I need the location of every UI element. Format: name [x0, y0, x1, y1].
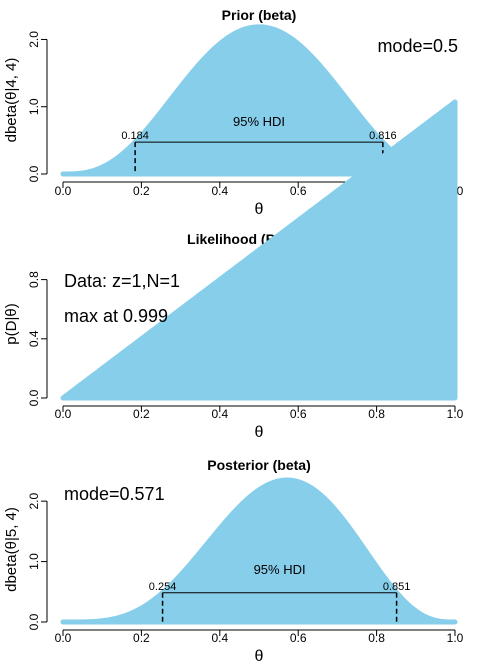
x-axis-label: θ — [255, 201, 264, 218]
x-tick-label: 1.0 — [447, 631, 464, 645]
y-tick-label: 0.4 — [27, 330, 41, 347]
x-tick-label: 0.8 — [368, 407, 385, 421]
posterior-panel: Posterior (beta) 95% HDI 0.254 0.851 mode=0.… — [3, 457, 464, 665]
hdi-low-value: 0.254 — [149, 581, 177, 593]
panel-annotation: Data: z=1,N=1 — [64, 271, 180, 291]
x-axis: 0.0 0.2 0.4 0.6 0.8 1.0 θ — [55, 406, 464, 441]
x-tick-label: 0.6 — [290, 631, 307, 645]
y-tick-label: 1.0 — [27, 553, 41, 570]
y-axis: 0.0 1.0 2.0 dbeta(θ|4, 4) — [3, 31, 47, 183]
x-tick-label: 0.2 — [133, 407, 150, 421]
x-tick-label: 1.0 — [447, 407, 464, 421]
y-tick-label: 2.0 — [27, 31, 41, 48]
y-tick-label: 0.0 — [27, 165, 41, 182]
y-tick-label: 2.0 — [27, 493, 41, 510]
hdi-high-value: 0.816 — [369, 130, 397, 142]
x-tick-label: 0.4 — [211, 407, 228, 421]
x-tick-label: 0.0 — [55, 407, 72, 421]
x-axis: 0.0 0.2 0.4 0.6 0.8 1.0 θ — [55, 630, 464, 665]
x-axis-label: θ — [255, 424, 264, 441]
hdi-high-value: 0.851 — [383, 581, 411, 593]
x-tick-label: 0.2 — [133, 631, 150, 645]
y-axis: 0.0 1.0 2.0 dbeta(θ|5, 4) — [3, 493, 47, 631]
hdi-low-value: 0.184 — [121, 130, 149, 142]
panel-annotation: mode=0.571 — [64, 484, 165, 504]
x-axis-label: θ — [255, 648, 264, 665]
x-tick-label: 0.0 — [55, 631, 72, 645]
x-tick-label: 0.6 — [290, 184, 307, 198]
x-tick-label: 0.0 — [55, 184, 72, 198]
y-tick-label: 0.8 — [27, 271, 41, 288]
x-tick-label: 0.2 — [133, 184, 150, 198]
hdi-label: 95% HDI — [233, 114, 285, 129]
y-axis-label: dbeta(θ|5, 4) — [3, 507, 20, 592]
y-axis-label: dbeta(θ|4, 4) — [3, 58, 20, 143]
panel-annotation-2: max at 0.999 — [64, 306, 168, 326]
y-axis-label: p(D|θ) — [3, 303, 20, 344]
panel-annotation: mode=0.5 — [377, 36, 458, 56]
y-axis: 0.0 0.4 0.8 p(D|θ) — [3, 271, 47, 406]
panel-title: Posterior (beta) — [207, 457, 310, 473]
x-tick-label: 0.6 — [290, 407, 307, 421]
hdi-label: 95% HDI — [254, 562, 306, 577]
y-tick-label: 0.0 — [27, 613, 41, 630]
panel-title: Prior (beta) — [222, 7, 297, 23]
x-tick-label: 0.4 — [211, 631, 228, 645]
x-tick-label: 0.4 — [211, 184, 228, 198]
y-tick-label: 1.0 — [27, 98, 41, 115]
y-tick-label: 0.0 — [27, 389, 41, 406]
x-tick-label: 0.8 — [368, 631, 385, 645]
